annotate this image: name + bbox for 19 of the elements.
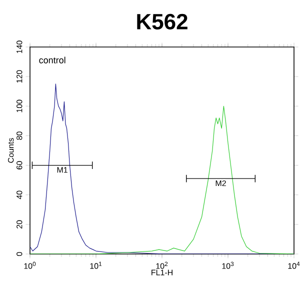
y-tick-label: 140: [16, 40, 22, 54]
y-tick-label: 20: [16, 220, 22, 228]
y-tick-label: 100: [16, 100, 22, 112]
x-tick-label: 10$^{1}$: [90, 262, 102, 269]
x-tick-label: 10$^{2}$: [156, 262, 168, 269]
y-tick-label: 40: [16, 190, 22, 200]
series-label: M1: [57, 167, 68, 173]
y-tick-label: 60: [16, 161, 22, 170]
x-tick-label: 10$^{4}$: [288, 262, 300, 269]
y-tick-label: 120: [16, 70, 22, 83]
y-axis-title: Counts: [8, 138, 14, 163]
y-tick-label: 80: [16, 132, 22, 140]
x-tick-label: 10$^{3}$: [222, 262, 234, 269]
chart-title: K562: [137, 14, 188, 30]
series-label: M2: [216, 180, 226, 186]
text: control: [39, 56, 66, 64]
x-axis-title: FL1-H: [152, 270, 172, 276]
y-tick-label: 0: [16, 252, 22, 256]
x-tick-label: 10$^{0}$: [24, 262, 36, 269]
